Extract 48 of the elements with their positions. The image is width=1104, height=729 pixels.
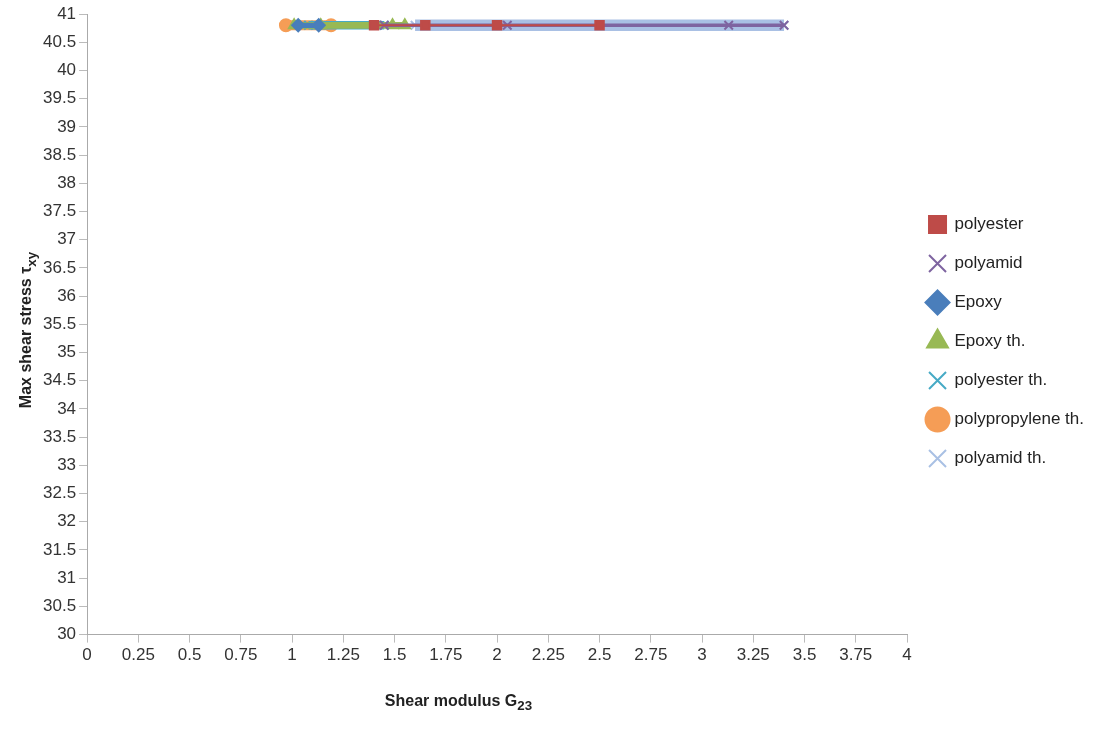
legend-label: polyamid [954,253,1023,273]
y-tick-label: 30.5 [42,596,77,616]
y-tick-label: 37 [57,229,77,249]
y-tick-label: 36 [57,285,77,305]
y-tick-label: 30 [57,624,77,644]
y-tick-label: 39.5 [42,88,77,108]
legend-label: Epoxy [954,292,1003,312]
x-tick-label: 3 [697,645,707,665]
legend-label: Epoxy th. [954,331,1026,351]
y-tick-label: 33.5 [42,426,77,446]
x-tick-label: 3.5 [792,645,817,665]
y-tick-label: 36.5 [42,257,77,277]
y-tick-label: 38 [57,172,77,192]
y-tick-label: 38.5 [42,144,77,164]
x-tick-label: 2.75 [634,645,668,665]
legend-label: polyamid th. [954,448,1047,468]
x-tick-label: 1.75 [429,645,463,665]
y-tick-label: 35 [57,342,77,362]
y-tick-label: 39 [57,116,77,136]
y-tick-label: 34.5 [42,370,77,390]
x-tick-label: 3.25 [736,645,770,665]
x-tick-label: 1.25 [326,645,360,665]
x-tick-label: 2.5 [587,645,612,665]
y-tick-label: 31 [57,567,77,587]
y-tick-label: 40.5 [42,31,77,51]
x-tick-label: 0 [82,645,92,665]
x-tick-label: 1 [287,645,297,665]
y-tick-label: 35.5 [42,313,77,333]
y-tick-label: 32.5 [42,483,77,503]
x-tick-label: 2.25 [531,645,565,665]
legend-label: polypropylene th. [954,409,1085,429]
y-tick-label: 31.5 [42,539,77,559]
y-tick-label: 33 [57,455,77,475]
x-tick-label: 1.5 [382,645,407,665]
y-tick-label: 40 [57,60,77,80]
x-tick-label: 0.5 [177,645,202,665]
y-tick-label: 34 [57,398,77,418]
x-tick-label: 0.25 [121,645,155,665]
x-tick-label: 4 [902,645,912,665]
x-tick-label: 0.75 [224,645,258,665]
legend-label: polyester th. [954,370,1048,390]
x-axis-title: Shear modulus G$_{23}$ [383,692,534,714]
x-tick-label: 3.75 [839,645,873,665]
y-tick-label: 37.5 [42,201,77,221]
y-tick-label: 41 [57,3,77,23]
legend-label: polyester [954,214,1024,234]
y-tick-label: 32 [57,511,77,531]
x-tick-label: 2 [492,645,502,665]
